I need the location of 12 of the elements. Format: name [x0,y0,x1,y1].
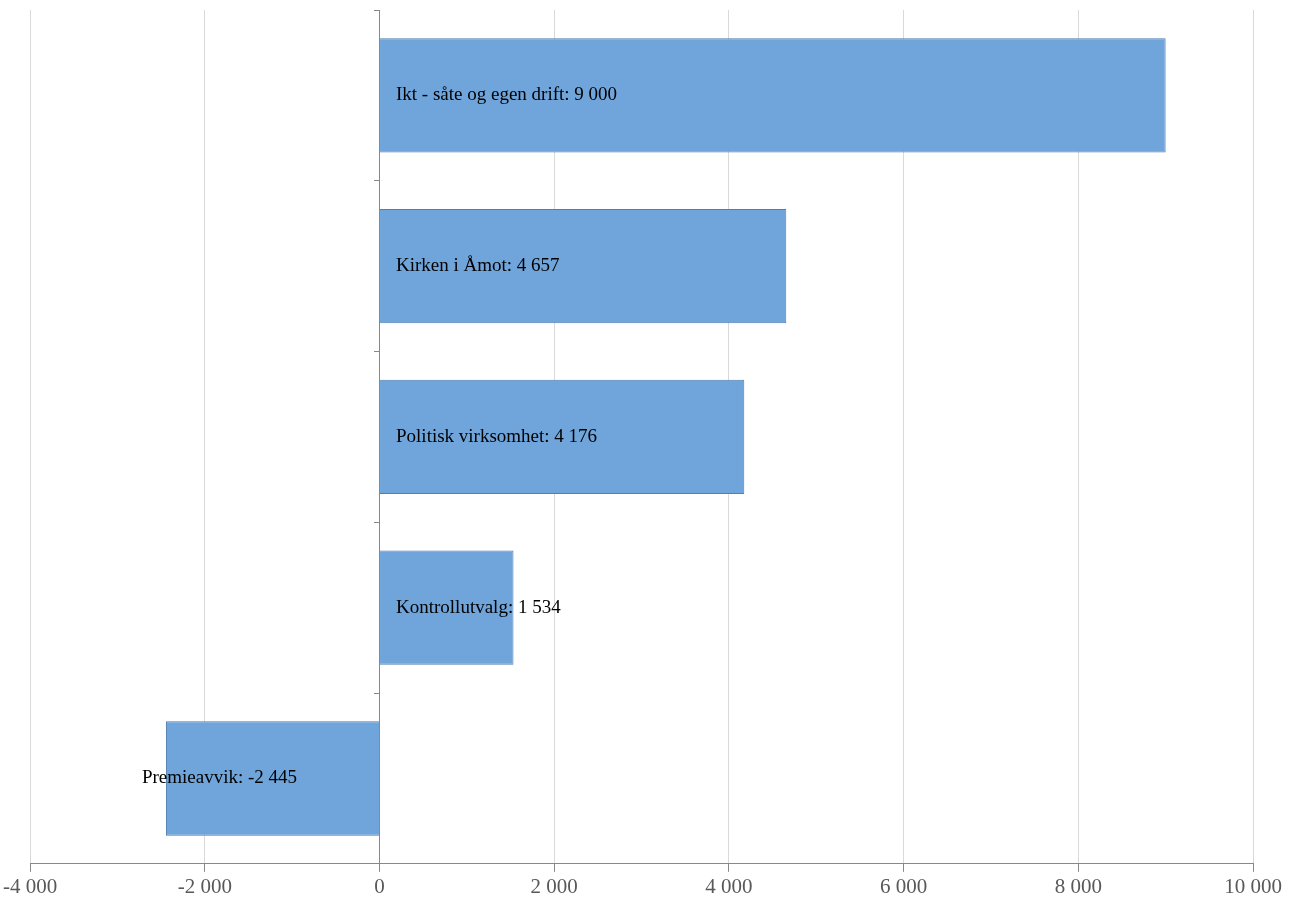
data-label: Ikt - såte og egen drift: 9 000 [396,83,618,105]
data-label: Kirken i Åmot: 4 657 [396,254,560,276]
x-tick-label: 0 [374,873,385,898]
data-label: Politisk virksomhet: 4 176 [396,424,598,446]
x-tick-label: -4 000 [3,873,58,898]
x-tick-label: 6 000 [879,873,928,898]
x-tick-label: 10 000 [1224,873,1282,898]
data-label: Kontrollutvalg: 1 534 [396,595,562,617]
x-tick-label: -2 000 [177,873,232,898]
x-tick-label: 8 000 [1054,873,1102,898]
x-tick-label: 4 000 [705,873,753,898]
x-tick-label: 2 000 [530,873,578,898]
